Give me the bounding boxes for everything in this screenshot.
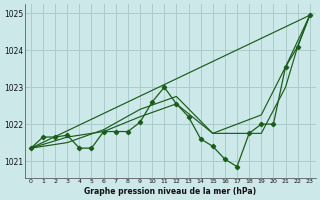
X-axis label: Graphe pression niveau de la mer (hPa): Graphe pression niveau de la mer (hPa) — [84, 187, 256, 196]
